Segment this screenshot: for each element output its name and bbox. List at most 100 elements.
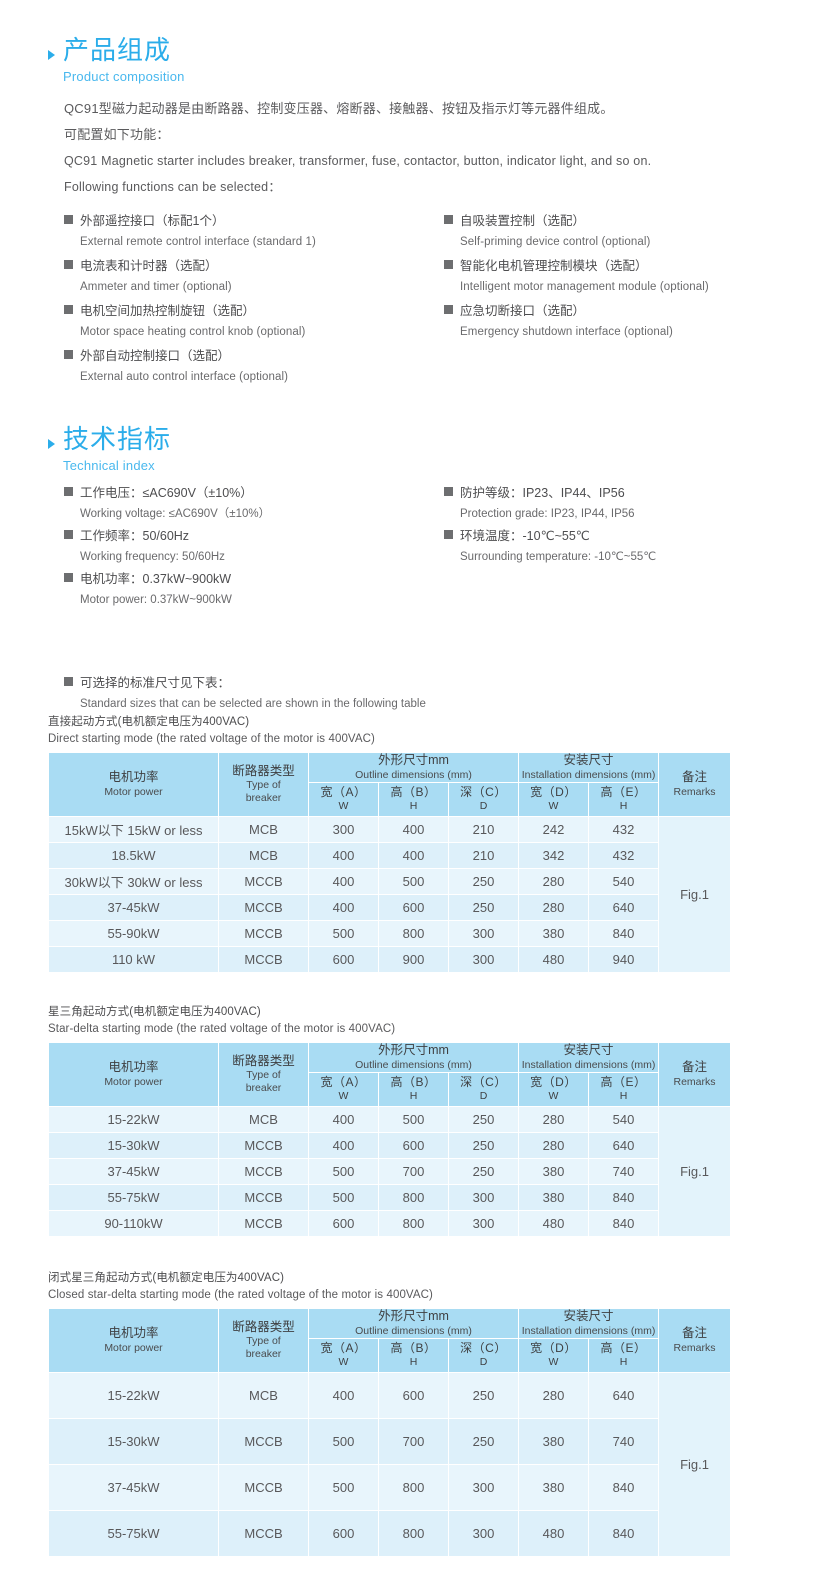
table-row: 110 kW MCCB 600 900 300 480 940 [48, 946, 731, 973]
table-block-closed-star-delta: 闭式星三角起动方式(电机额定电压为400VAC) Closed star-del… [48, 1270, 748, 1557]
square-bullet-icon [64, 349, 73, 359]
tech-label-en: Working voltage: ≤AC690V（±10%） [80, 507, 271, 520]
tech-label-cn: 工作电压：≤AC690V（±10%） [80, 485, 253, 500]
cell-d: 280 [518, 868, 589, 895]
cell-d: 380 [518, 920, 589, 947]
cell-d: 342 [518, 842, 589, 869]
cell-power: 110 kW [48, 946, 219, 973]
cell-breaker: MCCB [218, 1418, 309, 1465]
tech-item: 防护等级：IP23、IP44、IP56 Protection grade: IP… [444, 482, 830, 525]
cell-a: 600 [308, 946, 379, 973]
cell-e: 640 [587, 1132, 660, 1159]
header-height-e: 高（E） H [587, 1072, 660, 1107]
feature-item: 电流表和计时器（选配） Ammeter and timer (optional) [64, 255, 464, 298]
cell-remark: Fig.1 [658, 816, 732, 973]
header-motor-power: 电机功率 Motor power [48, 1308, 219, 1373]
header-height-e: 高（E） H [587, 782, 660, 817]
technical-index-list: 工作电压：≤AC690V（±10%） Working voltage: ≤AC6… [48, 482, 808, 606]
table-row: 90-110kW MCCB 600 800 300 480 840 [48, 1210, 731, 1237]
header-width-a: 宽（A） W [308, 782, 379, 817]
cell-a: 400 [308, 868, 379, 895]
table-row: 55-75kW MCCB 600 800 300 480 840 [48, 1510, 731, 1557]
table-row: 15-30kW MCCB 400 600 250 280 640 [48, 1132, 731, 1159]
header-width-d: 宽（D） W [518, 1072, 589, 1107]
cell-c: 300 [448, 1210, 519, 1237]
header-depth-c: 深（C） D [448, 1072, 519, 1107]
section-product-composition: 产品组成 Product composition QC91型磁力起动器是由断路器… [48, 35, 808, 383]
table-caption-cn: 直接起动方式(电机额定电压为400VAC) [48, 716, 250, 728]
cell-c: 300 [448, 946, 519, 973]
table-caption-cn: 星三角起动方式(电机额定电压为400VAC) [48, 1006, 261, 1018]
technical-index-heading: 技术指标 [48, 424, 808, 455]
feature-label-en: Ammeter and timer (optional) [80, 280, 232, 293]
header-installation-dimensions: 安装尺寸 Installation dimensions (mm) [517, 752, 660, 783]
table-header-row: 电机功率 Motor power 断路器类型 Type of breaker 外… [48, 752, 732, 817]
cell-b: 600 [378, 894, 449, 921]
cell-a: 400 [308, 1372, 379, 1419]
cell-c: 300 [448, 1510, 519, 1557]
feature-label-en: Intelligent motor management module (opt… [460, 280, 709, 293]
header-installation-dimensions: 安装尺寸 Installation dimensions (mm) [517, 1308, 660, 1339]
section-title-en: Technical index [63, 457, 155, 473]
cell-breaker: MCB [218, 1372, 309, 1419]
header-motor-power: 电机功率 Motor power [48, 752, 219, 817]
cell-a: 500 [308, 1158, 379, 1185]
cell-e: 840 [587, 1510, 660, 1557]
cell-a: 500 [308, 920, 379, 947]
cell-remark: Fig.1 [658, 1372, 732, 1557]
cell-breaker: MCB [218, 816, 309, 843]
section-title-cn: 产品组成 [63, 35, 172, 65]
cell-e: 640 [587, 894, 660, 921]
cell-d: 280 [518, 1132, 589, 1159]
cell-breaker: MCCB [218, 1184, 309, 1211]
paragraph-cn-1: QC91型磁力起动器是由断路器、控制变压器、熔断器、接触器、按钮及指示灯等元器件… [64, 100, 614, 116]
table-caption-en: Closed star-delta starting mode (the rat… [48, 1289, 433, 1301]
standard-note-cn: 可选择的标准尺寸见下表： [80, 676, 231, 690]
cell-e: 540 [587, 868, 660, 895]
cell-c: 250 [448, 1132, 519, 1159]
sizes-table: 电机功率 Motor power 断路器类型 Type of breaker 外… [48, 752, 732, 973]
cell-breaker: MCCB [218, 894, 309, 921]
table-block-star-delta: 星三角起动方式(电机额定电压为400VAC) Star-delta starti… [48, 1004, 748, 1237]
header-breaker-type: 断路器类型 Type of breaker [218, 1042, 309, 1107]
paragraph-en-1: QC91 Magnetic starter includes breaker, … [64, 153, 652, 168]
tech-label-en: Protection grade: IP23, IP44, IP56 [460, 507, 635, 520]
cell-d: 380 [518, 1418, 589, 1465]
header-remarks: 备注 Remarks [658, 1308, 732, 1373]
square-bullet-icon [444, 304, 453, 314]
feature-column-left: 外部遥控接口（标配1个） External remote control int… [64, 210, 464, 390]
cell-power: 18.5kW [48, 842, 219, 869]
square-bullet-icon [444, 529, 453, 539]
cell-d: 280 [518, 1372, 589, 1419]
table-row: 15-22kW MCB 400 500 250 280 540 Fig.1 [48, 1106, 732, 1237]
square-bullet-icon [444, 214, 453, 224]
feature-label-en: Self-priming device control (optional) [460, 235, 651, 248]
cell-e: 840 [587, 1184, 660, 1211]
table-caption-en: Star-delta starting mode (the rated volt… [48, 1023, 396, 1035]
cell-b: 900 [378, 946, 449, 973]
cell-power: 37-45kW [48, 894, 219, 921]
feature-label-cn: 外部遥控接口（标配1个） [80, 213, 225, 228]
feature-label-en: External auto control interface (optiona… [80, 370, 289, 383]
cell-power: 37-45kW [48, 1158, 219, 1185]
paragraph-en-2: Following functions can be selected： [64, 179, 282, 194]
cell-e: 840 [587, 920, 660, 947]
cell-breaker: MCCB [218, 1132, 309, 1159]
cell-b: 600 [378, 1372, 449, 1419]
cell-power: 55-90kW [48, 920, 219, 947]
header-width-a: 宽（A） W [308, 1072, 379, 1107]
cell-c: 250 [448, 1418, 519, 1465]
square-bullet-icon [444, 486, 453, 496]
table-row: 37-45kW MCCB 400 600 250 280 640 [48, 894, 731, 921]
square-bullet-icon [64, 304, 73, 314]
triangle-bullet-icon [48, 50, 55, 60]
tech-item: 电机功率：0.37kW~900kW Motor power: 0.37kW~90… [64, 568, 464, 611]
section-technical-index: 技术指标 Technical index 工作电压：≤AC690V（±10%） … [48, 424, 808, 606]
cell-breaker: MCCB [218, 1464, 309, 1511]
cell-b: 400 [378, 816, 449, 843]
cell-e: 840 [587, 1210, 660, 1237]
header-breaker-type: 断路器类型 Type of breaker [218, 1308, 309, 1373]
cell-c: 250 [448, 894, 519, 921]
feature-column-right: 自吸装置控制（选配） Self-priming device control (… [444, 210, 830, 345]
tech-label-en: Motor power: 0.37kW~900kW [80, 593, 232, 606]
